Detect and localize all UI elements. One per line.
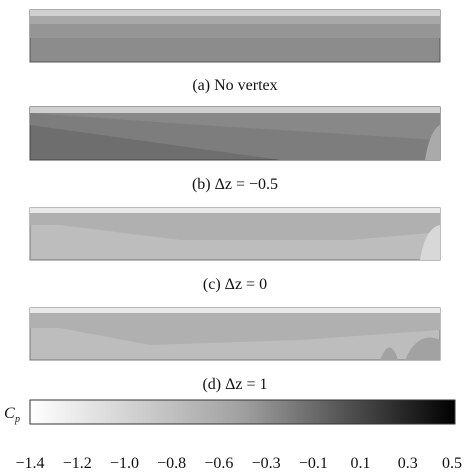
colorbar-tick-label: −1.4 <box>15 455 44 472</box>
colorbar-tick-label: −1.2 <box>63 455 92 472</box>
colorbar-tick-label: −0.8 <box>157 455 186 472</box>
colorbar-ticks: −1.4 −1.2 −1.0 −0.8 −0.6 −0.3 −0.1 0.1 0.3 0.5 <box>15 455 462 472</box>
caption: (c) Δz = 0 <box>203 276 267 293</box>
colorbar-tick-label: −0.3 <box>252 455 281 472</box>
colorbar-tick-label: 0.1 <box>351 455 371 472</box>
colorbar-tick-label: −0.1 <box>299 455 328 472</box>
colorbar-tick-label: 0.5 <box>442 455 462 472</box>
colorbar-symbol: C <box>4 405 15 422</box>
colorbar <box>29 399 456 425</box>
panel-b <box>29 106 441 161</box>
caption: (b) Δz = −0.5 <box>192 176 278 193</box>
colorbar-tick-label: −0.6 <box>204 455 233 472</box>
colorbar-tick-label: −1.0 <box>110 455 139 472</box>
panel-c <box>29 207 441 261</box>
colorbar-subscript: p <box>14 414 20 425</box>
panel-d <box>29 307 441 361</box>
panel-a <box>29 9 441 63</box>
colorbar-tick-label: 0.3 <box>398 455 418 472</box>
caption: (d) Δz = 1 <box>202 376 267 393</box>
caption: (a) No vertex <box>192 77 277 94</box>
